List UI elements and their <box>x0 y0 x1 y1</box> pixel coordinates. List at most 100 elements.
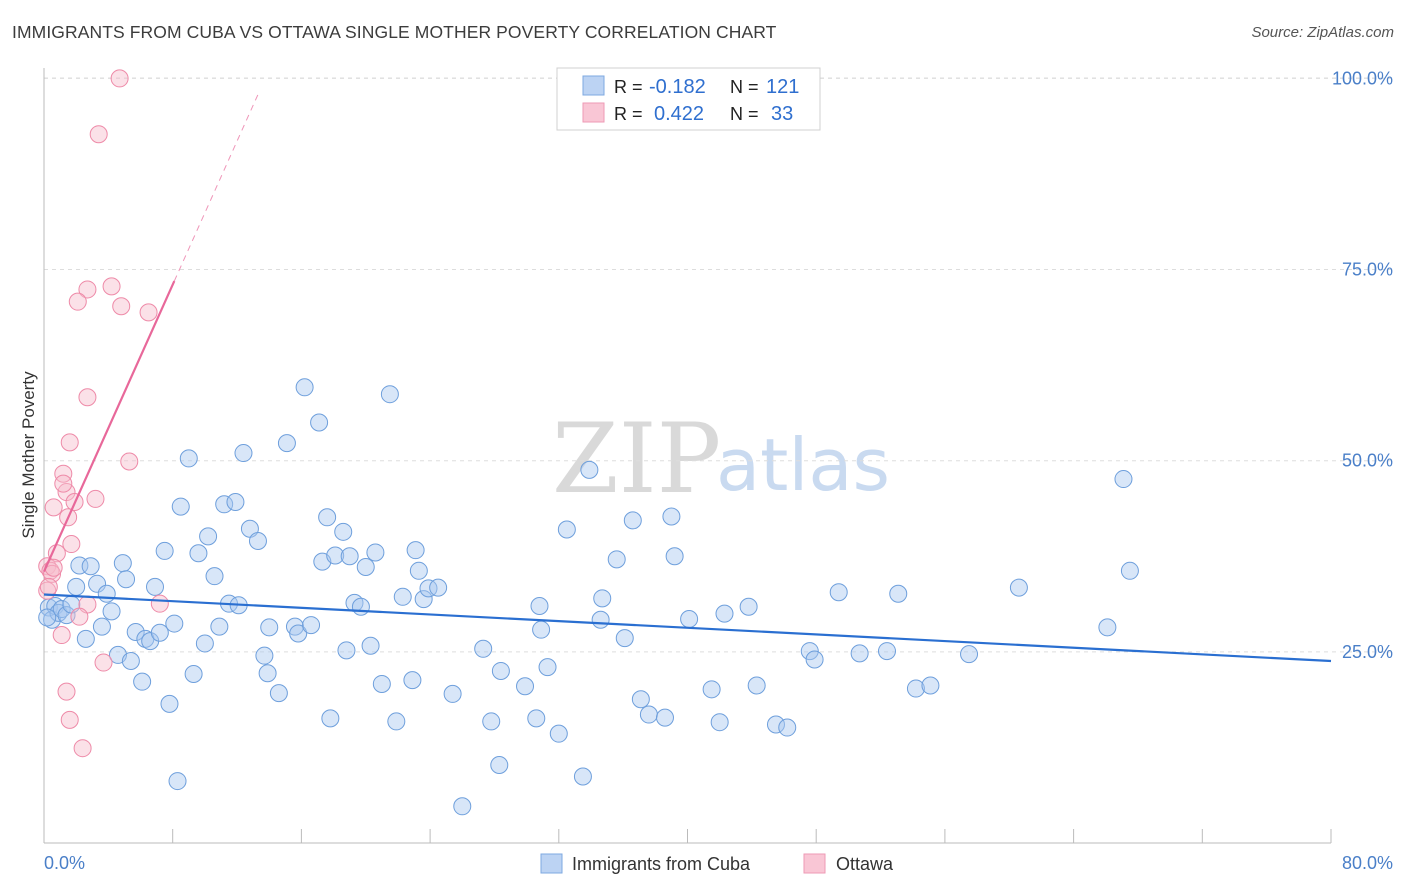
cuba-point <box>321 709 340 728</box>
cuba-point <box>146 577 165 596</box>
cuba-point <box>337 641 356 660</box>
cuba-point <box>607 550 626 569</box>
cuba-point <box>92 617 111 636</box>
cuba-point <box>710 713 729 732</box>
ottawa-point <box>120 452 139 471</box>
cuba-point <box>549 724 568 743</box>
cuba-point <box>210 617 229 636</box>
cuba-point <box>889 584 908 603</box>
cuba-point <box>615 629 634 648</box>
ottawa-point <box>60 710 79 729</box>
ottawa-point <box>73 739 92 758</box>
cuba-point <box>179 449 198 468</box>
legend-r-value-blue: -0.182 <box>649 76 706 98</box>
cuba-point <box>429 578 448 597</box>
cuba-point <box>255 646 274 665</box>
cuba-point <box>366 543 385 562</box>
cuba-point <box>380 385 399 404</box>
cuba-point <box>361 636 380 655</box>
cuba-point <box>516 677 535 696</box>
cuba-point <box>150 623 169 642</box>
cuba-point <box>76 629 95 648</box>
cuba-point <box>906 679 925 698</box>
y-tick-label: 75.0% <box>1342 260 1393 280</box>
cuba-point <box>260 618 279 637</box>
cuba-point <box>289 624 308 643</box>
cuba-point <box>655 708 674 727</box>
watermark-zip: ZIP <box>552 403 721 515</box>
cuba-point <box>702 680 721 699</box>
cuba-point <box>372 674 391 693</box>
cuba-point <box>126 622 145 641</box>
cuba-point <box>81 557 100 576</box>
y-tick-label: 50.0% <box>1342 451 1393 471</box>
cuba-point <box>580 460 599 479</box>
legend-item-ottawa-swatch <box>803 853 826 874</box>
cuba-trendline <box>43 593 1332 663</box>
cuba-point <box>195 634 214 653</box>
cuba-point <box>387 712 406 731</box>
cuba-point <box>234 444 253 463</box>
cuba-point <box>557 520 576 539</box>
legend-n-label-pink: N = <box>730 104 759 124</box>
cuba-point <box>921 676 940 695</box>
ottawa-point <box>54 464 73 483</box>
cuba-point <box>747 676 766 695</box>
cuba-point <box>165 614 184 633</box>
legend-item-ottawa-label: Ottawa <box>836 854 894 874</box>
ottawa-point <box>86 489 105 508</box>
cuba-point <box>482 712 501 731</box>
legend-n-value-pink: 33 <box>771 103 793 125</box>
cuba-point <box>850 644 869 663</box>
cuba-point <box>334 522 353 541</box>
cuba-point <box>409 561 428 580</box>
cuba-point <box>88 574 107 593</box>
ottawa-point <box>78 280 97 299</box>
cuba-point <box>326 546 345 565</box>
x-tick-label-max: 80.0% <box>1342 853 1393 873</box>
ottawa-point <box>54 474 73 493</box>
ottawa-point <box>110 69 129 88</box>
cuba-point <box>277 434 296 453</box>
legend-r-label-pink: R = <box>614 104 643 124</box>
cuba-point <box>310 413 329 432</box>
ottawa-point <box>139 303 158 322</box>
cuba-point <box>406 541 425 560</box>
cuba-point <box>474 639 493 658</box>
cuba-point <box>168 772 187 791</box>
cuba-point <box>530 596 549 615</box>
cuba-point <box>57 606 76 625</box>
chart-title: IMMIGRANTS FROM CUBA VS OTTAWA SINGLE MO… <box>12 22 777 42</box>
cuba-point <box>121 652 140 671</box>
legend-item-cuba-swatch <box>540 853 563 874</box>
cuba-point <box>639 705 658 724</box>
cuba-point <box>491 661 510 680</box>
cuba-point <box>527 709 546 728</box>
cuba-point <box>184 665 203 684</box>
ottawa-point <box>150 594 169 613</box>
cuba-point <box>356 557 375 576</box>
cuba-point <box>226 492 245 511</box>
ottawa-point <box>70 607 89 626</box>
ottawa-series-points <box>38 69 169 758</box>
legend-n-label-blue: N = <box>730 77 759 97</box>
ottawa-point <box>112 297 131 316</box>
cuba-point <box>269 684 288 703</box>
cuba-point <box>97 584 116 603</box>
cuba-point <box>1120 561 1139 580</box>
gridlines <box>44 77 1393 653</box>
x-axis-ticks <box>43 829 1332 843</box>
cuba-point <box>766 715 785 734</box>
y-tick-label: 100.0% <box>1332 68 1393 88</box>
legend-swatch-pink <box>582 102 605 123</box>
cuba-point <box>877 642 896 661</box>
legend-item-cuba-label: Immigrants from Cuba <box>572 854 751 874</box>
cuba-point <box>591 610 610 629</box>
watermark: ZIP atlas <box>552 403 890 515</box>
cuba-point <box>205 567 224 586</box>
legend-swatch-blue <box>582 75 605 96</box>
cuba-point <box>258 664 277 683</box>
y-axis-label: Single Mother Poverty <box>19 371 38 539</box>
cuba-point <box>1114 470 1133 489</box>
